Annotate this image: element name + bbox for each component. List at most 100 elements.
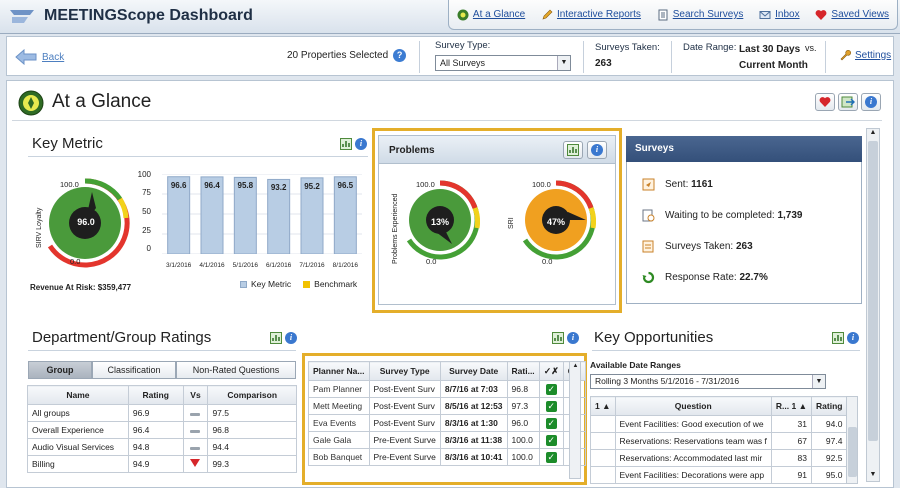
- flat-dash-icon: [190, 447, 201, 450]
- table-row[interactable]: Reservations: Accommodated last mir 83 92.…: [590, 449, 848, 467]
- surveys-response-rate: Response Rate: 22.7%: [642, 271, 768, 284]
- info-icon[interactable]: i: [847, 332, 859, 344]
- scroll-thumb[interactable]: [848, 427, 857, 477]
- waiting-value: 1,739: [777, 210, 803, 221]
- chart-export-icon[interactable]: [270, 332, 282, 344]
- info-button[interactable]: i: [587, 141, 607, 159]
- bar-value-label: 96.6: [170, 180, 187, 190]
- table-row[interactable]: Audio Visual Services 94.8 94.4: [27, 438, 297, 456]
- back-button[interactable]: Back: [15, 49, 64, 65]
- opportunities-scrollbar[interactable]: [846, 396, 858, 484]
- section-rule: [28, 350, 296, 351]
- col-planner-name[interactable]: Planner Na...: [308, 361, 370, 381]
- glance-icon: [457, 9, 469, 20]
- row-rating: 96.9: [127, 404, 184, 422]
- survey-type-value: All Surveys: [440, 58, 486, 68]
- tab-classification[interactable]: Classification: [92, 361, 176, 379]
- divider: [671, 41, 672, 73]
- properties-selected[interactable]: 20 Properties Selected ?: [287, 49, 407, 62]
- scroll-up-icon[interactable]: ▲: [572, 363, 579, 369]
- response-label: Response Rate:: [665, 272, 737, 283]
- table-row[interactable]: Gale Gala Pre-Event Surve 8/3/16 at 11:38 1…: [308, 431, 587, 449]
- table-row[interactable]: Overall Experience 96.4 96.8: [27, 421, 297, 439]
- problems-title: Problems: [389, 145, 435, 156]
- scroll-thumb[interactable]: [868, 141, 878, 441]
- chart-export-button[interactable]: [563, 141, 583, 159]
- survey-date: 8/7/16 at 7:03: [439, 380, 508, 398]
- tab-group[interactable]: Group: [28, 361, 92, 379]
- table-row[interactable]: Event Facilities: Good execution of we 31…: [590, 415, 848, 433]
- col-question[interactable]: Question: [614, 396, 772, 416]
- table-row[interactable]: Bob Banquet Pre-Event Surve 8/3/16 at 10:4…: [308, 448, 587, 466]
- nav-interactive-reports[interactable]: Interactive Reports: [541, 9, 641, 21]
- tab-non-rated-questions[interactable]: Non-Rated Questions: [176, 361, 296, 379]
- col-vs[interactable]: Vs: [182, 385, 209, 405]
- surveys-panel: [626, 136, 862, 304]
- top-nav: At a Glance Interactive Reports Search S…: [448, 0, 898, 30]
- col-rank[interactable]: 1 ▲: [590, 396, 616, 416]
- problems-highlight: [372, 128, 622, 313]
- main-scrollbar[interactable]: ▲ ▼: [866, 128, 880, 482]
- opp-r: 91: [770, 466, 813, 484]
- survey-date: 8/3/16 at 1:30: [439, 414, 508, 432]
- col-survey-type[interactable]: Survey Type: [368, 361, 441, 381]
- survey-type: Post-Event Surv: [368, 397, 441, 415]
- bar-value-label: 96.5: [337, 180, 354, 190]
- planner-scrollbar[interactable]: ▲: [569, 361, 581, 479]
- surveys-title: Surveys: [626, 136, 862, 162]
- favorite-button[interactable]: [815, 93, 835, 111]
- col-rating[interactable]: Rating: [811, 396, 848, 416]
- table-row[interactable]: Pam Planner Post-Event Surv 8/7/16 at 7:03…: [308, 380, 587, 398]
- nav-at-a-glance[interactable]: At a Glance: [457, 9, 525, 21]
- table-row[interactable]: Event Facilities: Decorations were app 91…: [590, 466, 848, 484]
- response-value: 22.7%: [739, 272, 768, 283]
- table-row[interactable]: All groups 96.9 97.5: [27, 404, 297, 422]
- key-opportunities-title: Key Opportunities: [594, 329, 714, 346]
- key-metric-title: Key Metric: [32, 135, 103, 152]
- flat-dash-icon: [190, 413, 201, 416]
- scroll-down-icon[interactable]: ▼: [869, 471, 877, 478]
- col-r[interactable]: R... 1 ▲: [770, 396, 813, 416]
- chart-export-icon[interactable]: [832, 332, 844, 344]
- settings-link[interactable]: Settings: [839, 49, 891, 61]
- info-icon[interactable]: i: [285, 332, 297, 344]
- y-tick: 100: [137, 170, 151, 179]
- nav-inbox[interactable]: Inbox: [759, 9, 800, 21]
- divider: [583, 41, 584, 73]
- col-comparison[interactable]: Comparison: [207, 385, 297, 405]
- nav-search-surveys[interactable]: Search Surveys: [657, 9, 743, 21]
- chart-export-icon[interactable]: [552, 332, 564, 344]
- survey-type-label: Survey Type:: [435, 40, 491, 51]
- table-row[interactable]: Eva Events Post-Event Surv 8/3/16 at 1:30 9…: [308, 414, 587, 432]
- chart-export-icon[interactable]: [340, 138, 352, 150]
- info-button[interactable]: i: [861, 93, 881, 111]
- gauge-max-label: 100.0: [60, 180, 79, 189]
- table-row[interactable]: Reservations: Reservations team was f 67 9…: [590, 432, 848, 450]
- divider: [825, 41, 826, 73]
- info-icon[interactable]: i: [355, 138, 367, 150]
- opp-r: 67: [770, 432, 813, 450]
- col-name[interactable]: Name: [27, 385, 129, 405]
- opportunities-table: 1 ▲ Question R... 1 ▲ Rating Event Facil…: [590, 396, 848, 484]
- nav-saved-views[interactable]: Saved Views: [815, 9, 889, 21]
- col-survey-date[interactable]: Survey Date: [439, 361, 508, 381]
- col-rating[interactable]: Rating: [127, 385, 184, 405]
- sent-value: 1161: [691, 179, 713, 190]
- date-range-select[interactable]: Rolling 3 Months 5/1/2016 - 7/31/2016 ▼: [590, 374, 826, 389]
- export-button[interactable]: [838, 93, 858, 111]
- date-range-primary: Last 30 Days: [739, 44, 801, 55]
- table-row[interactable]: Mett Meeting Post-Event Surv 8/5/16 at 12:…: [308, 397, 587, 415]
- nav-label: At a Glance: [472, 9, 526, 20]
- gauge-max-label: 100.0: [416, 180, 435, 189]
- table-row[interactable]: Billing 94.9 99.3: [27, 455, 297, 473]
- survey-type-select[interactable]: All Surveys ▼: [435, 55, 571, 71]
- info-icon[interactable]: i: [567, 332, 579, 344]
- help-icon[interactable]: ?: [393, 49, 407, 62]
- col-checked[interactable]: ✓✗: [538, 361, 564, 381]
- col-rating[interactable]: Rati...: [506, 361, 540, 381]
- scroll-up-icon[interactable]: ▲: [869, 129, 877, 136]
- key-metric-chart: [162, 173, 362, 255]
- survey-type: Post-Event Surv: [368, 380, 441, 398]
- survey-date: 8/3/16 at 11:38: [439, 431, 508, 449]
- survey-type: Post-Event Surv: [368, 414, 441, 432]
